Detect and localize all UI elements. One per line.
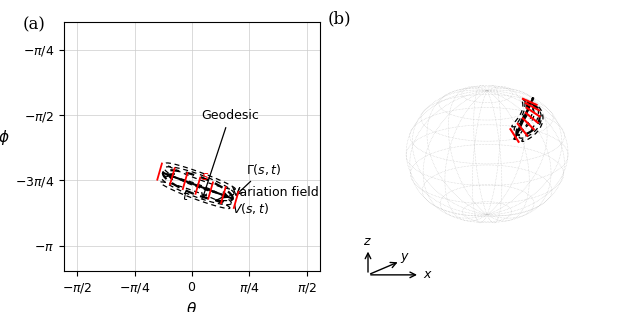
Text: $x$: $x$	[423, 268, 433, 280]
Text: Variation field
$V(s,t)$: Variation field $V(s,t)$	[216, 186, 319, 216]
Text: $z$: $z$	[364, 235, 372, 248]
X-axis label: $\theta$: $\theta$	[186, 301, 198, 312]
Text: $s$: $s$	[201, 170, 209, 183]
Y-axis label: $\phi$: $\phi$	[0, 128, 10, 147]
Text: Geodesic: Geodesic	[201, 109, 259, 198]
Text: (a): (a)	[23, 17, 46, 34]
Text: $t$: $t$	[182, 190, 189, 203]
Text: $y$: $y$	[400, 251, 410, 265]
Text: (b): (b)	[328, 11, 351, 28]
Text: $\Gamma(s,t)$: $\Gamma(s,t)$	[237, 162, 281, 194]
